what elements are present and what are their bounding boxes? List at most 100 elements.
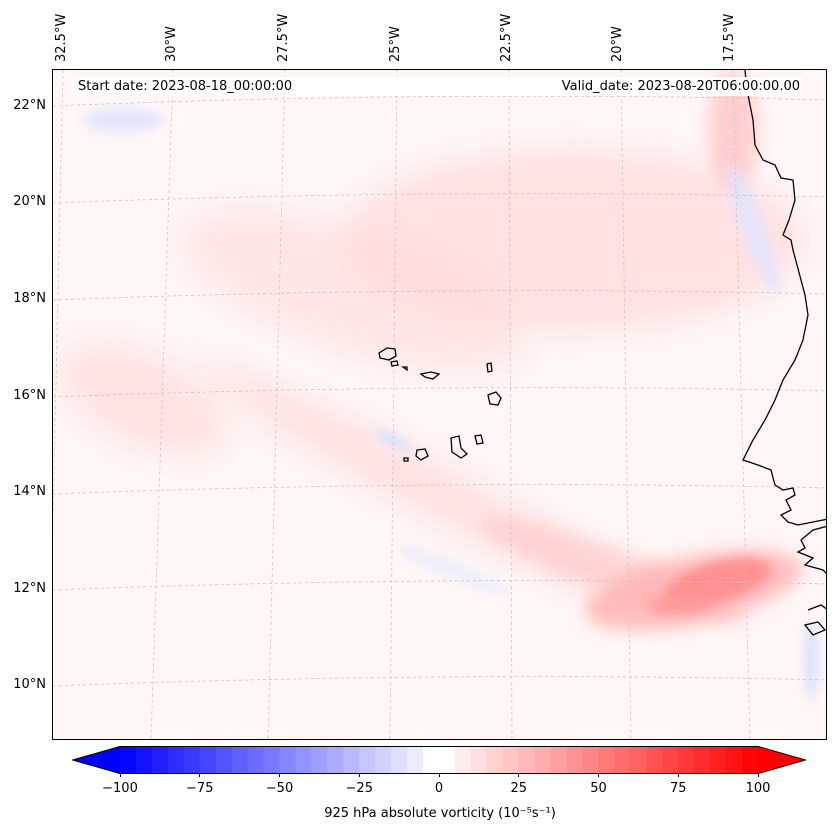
colorbar-tick-label: −25	[345, 781, 373, 796]
coastlines	[378, 70, 826, 636]
meridian-25w	[389, 70, 398, 739]
cape-verde-santo-antao	[378, 347, 397, 361]
lon-label-30w: 30°W	[164, 26, 179, 62]
lat-label-14n: 14°N	[13, 484, 46, 499]
lon-label-22-5w: 22.5°W	[499, 13, 514, 62]
colorbar-tick-label: 25	[510, 781, 528, 796]
negative-streak-west	[83, 108, 163, 132]
colorbar-extend-max	[758, 746, 806, 774]
meridian-32-5w	[53, 70, 64, 536]
colorbar-segment	[486, 746, 504, 774]
colorbar-segment	[231, 746, 249, 774]
cape-verde-brava	[403, 457, 409, 462]
map-area	[52, 69, 827, 740]
colorbar-segment	[343, 746, 360, 774]
colorbar-segment	[263, 746, 281, 774]
meridian-22-5w	[508, 70, 513, 739]
meridian-30w	[150, 70, 174, 739]
colorbar-segment	[646, 746, 663, 774]
lat-label-12n: 12°N	[13, 581, 46, 596]
lat-label-18n: 18°N	[13, 291, 46, 306]
colorbar-segment	[199, 746, 217, 774]
colorbar-label: 925 hPa absolute vorticity (10⁻⁵s⁻¹)	[324, 806, 556, 821]
lon-label-27-5w: 27.5°W	[276, 13, 291, 62]
date-header: Start date: 2023-08-18_00:00:00 Valid_da…	[72, 77, 802, 96]
negative-streak-south	[397, 546, 509, 594]
colorbar-segment	[630, 746, 647, 774]
colorbar-segment	[582, 746, 600, 774]
colorbar-segment	[183, 746, 201, 774]
colorbar-segment	[327, 746, 344, 774]
graticule	[53, 70, 826, 739]
colorbar-segment	[391, 746, 408, 774]
colorbar-segment	[678, 746, 695, 774]
cape-verde-sao-vicente	[390, 360, 399, 367]
lon-label-17-5w: 17.5°W	[722, 13, 737, 62]
colorbar-segment	[439, 746, 456, 774]
colorbar-tick-mark	[677, 773, 679, 777]
colorbar-segment	[215, 746, 233, 774]
colorbar-segment	[742, 746, 759, 774]
meridian-20w	[620, 70, 632, 739]
parallel-22n	[53, 95, 826, 107]
parallel-12n	[53, 580, 826, 591]
colorbar-extend-min	[72, 746, 120, 774]
lat-label-20n: 20°N	[13, 194, 46, 209]
colorbar-segment	[598, 746, 616, 774]
colorbar-tick-label: −75	[186, 781, 214, 796]
colorbar-tick-mark	[438, 773, 440, 777]
colorbar-segment	[375, 746, 392, 774]
colorbar-segment	[247, 746, 265, 774]
parallel-10n	[53, 676, 826, 687]
parallel-16n	[53, 387, 826, 398]
colorbar-segment	[151, 746, 169, 774]
africa-coast-islands	[803, 604, 826, 636]
lon-label-25w: 25°W	[388, 26, 403, 62]
colorbar-tick-label: 75	[669, 781, 687, 796]
colorbar-segment	[167, 746, 185, 774]
lat-label-16n: 16°N	[13, 388, 46, 403]
colorbar-segment	[662, 746, 679, 774]
colorbar-segment	[710, 746, 727, 774]
colorbar-segment	[454, 746, 472, 774]
cape-verde-maio	[474, 434, 484, 445]
colorbar-segment	[470, 746, 488, 774]
lat-label-22n: 22°N	[13, 98, 46, 113]
africa-coast	[742, 70, 826, 526]
vortex-mid	[664, 558, 772, 606]
colorbar-tick-label: 50	[590, 781, 607, 796]
parallel-18n	[53, 290, 826, 301]
cape-verde-santa-luzia	[401, 366, 408, 372]
colorbar-tick-label: 0	[434, 781, 444, 796]
colorbar-segment	[120, 746, 137, 774]
colorbar-tick-mark	[199, 773, 201, 777]
cape-verde-sao-nicolau	[419, 371, 441, 380]
positive-band-center	[180, 210, 526, 370]
colorbar-tick-label: −100	[102, 781, 138, 796]
cape-verde-fogo	[415, 448, 429, 461]
lat-label-10n: 10°N	[13, 677, 46, 692]
start-date: Start date: 2023-08-18_00:00:00	[78, 79, 293, 94]
vortex-core	[648, 595, 708, 615]
cape-verde-boa-vista	[487, 391, 502, 406]
colorbar-tick-label: −50	[265, 781, 294, 796]
colorbar-segment	[311, 746, 328, 774]
parallel-20n	[53, 193, 826, 204]
colorbar-tick-mark	[757, 773, 759, 777]
negative-streak-center	[374, 429, 412, 451]
lon-label-32-5w: 32.5°W	[54, 13, 69, 62]
meridian-27-5w	[267, 70, 286, 739]
lon-label-20w: 20°W	[610, 26, 625, 62]
vorticity-map	[53, 70, 826, 739]
colorbar-segment	[518, 746, 536, 774]
negative-streak-coast	[726, 164, 780, 296]
africa-coast-south	[796, 525, 826, 574]
colorbar-segment	[534, 746, 552, 774]
colorbar-segment	[279, 746, 297, 774]
colorbar-segment	[502, 746, 520, 774]
colorbar-segment	[694, 746, 711, 774]
colorbar-segment	[550, 746, 568, 774]
vorticity-field	[59, 70, 819, 700]
colorbar-segment	[295, 746, 312, 774]
colorbar-segment	[407, 746, 424, 774]
